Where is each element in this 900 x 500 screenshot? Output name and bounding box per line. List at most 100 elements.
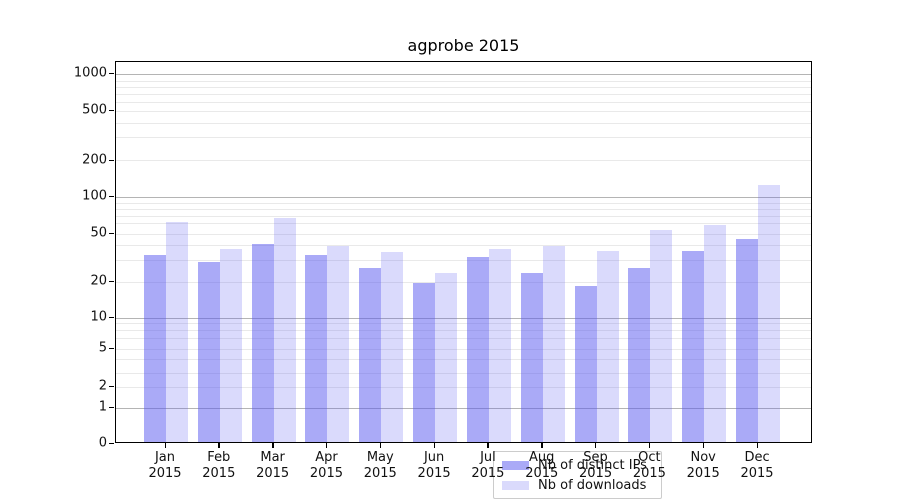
y-tick-mark (109, 195, 114, 197)
gridline-minor (116, 160, 811, 161)
bar-distinct-ips (251, 243, 274, 442)
bar-downloads (381, 252, 404, 442)
gridline-minor (116, 209, 811, 210)
bar-downloads (273, 217, 296, 442)
bar-distinct-ips (466, 257, 489, 442)
gridline-minor (116, 349, 811, 350)
bar-distinct-ips (359, 268, 382, 442)
x-tick-label: Apr 2015 (309, 450, 343, 481)
x-tick-label: Nov 2015 (686, 450, 720, 481)
y-tick-label: 50 (90, 225, 107, 241)
legend-label-downloads: Nb of downloads (538, 477, 647, 493)
gridline-minor (116, 234, 811, 235)
x-tick-mark (379, 443, 382, 448)
bar-distinct-ips (144, 255, 166, 442)
y-tick-label: 2 (98, 378, 107, 394)
y-tick-label: 0 (98, 435, 107, 451)
gridline-minor (116, 359, 811, 360)
x-tick-label: May 2015 (363, 450, 397, 481)
gridline-minor (116, 216, 811, 217)
gridline-minor (116, 223, 811, 224)
bar-downloads (488, 249, 511, 442)
gridline-minor (116, 330, 811, 331)
legend-row-distinct-ips: Nb of distinct IPs (502, 458, 653, 473)
bar-distinct-ips (305, 255, 328, 442)
y-tick-mark (109, 72, 114, 74)
bar-downloads (327, 246, 350, 442)
gridline-major (116, 408, 811, 409)
gridline-major (116, 74, 811, 75)
legend-row-downloads: Nb of downloads (502, 478, 653, 493)
y-tick-mark (109, 442, 114, 444)
bar-distinct-ips (736, 238, 759, 442)
bar-distinct-ips (520, 272, 543, 442)
x-tick-mark (648, 443, 651, 448)
bar-downloads (650, 229, 673, 442)
gridline-minor (116, 87, 811, 88)
gridline-minor (116, 282, 811, 283)
x-tick-mark (595, 443, 597, 448)
bar-distinct-ips (197, 262, 220, 442)
bar-distinct-ips (628, 268, 651, 442)
x-tick-mark (164, 443, 166, 448)
x-tick-mark (272, 443, 274, 448)
bar-downloads (596, 250, 619, 442)
legend-swatch-distinct-ips (502, 460, 529, 470)
gridline-minor (116, 203, 811, 204)
y-tick-label: 1000 (73, 65, 107, 81)
x-tick-mark (487, 443, 489, 448)
gridline-minor (116, 81, 811, 82)
x-tick-label: Jan 2015 (148, 450, 182, 481)
y-tick-mark (109, 109, 114, 111)
y-tick-mark (109, 406, 114, 408)
y-tick-mark (109, 347, 114, 349)
x-tick-label: Jul 2015 (471, 450, 505, 481)
y-tick-mark (109, 159, 114, 161)
y-tick-mark (109, 316, 114, 318)
x-tick-mark (218, 443, 220, 448)
gridline-minor (116, 245, 811, 246)
bar-downloads (435, 272, 458, 442)
x-tick-label: Oct 2015 (632, 450, 666, 481)
y-tick-label: 10 (90, 309, 107, 325)
legend-swatch-downloads (502, 480, 529, 490)
gridline-major (116, 318, 811, 319)
y-tick-mark (109, 385, 114, 387)
x-tick-label: Sep 2015 (579, 450, 613, 481)
x-tick-label: Mar 2015 (256, 450, 290, 481)
legend: Nb of distinct IPs Nb of downloads (493, 451, 662, 499)
gridline-minor (116, 102, 811, 103)
x-tick-label: Jun 2015 (417, 450, 451, 481)
bar-downloads (542, 246, 565, 442)
x-tick-label: Dec 2015 (740, 450, 774, 481)
y-tick-mark (109, 280, 114, 282)
y-tick-label: 100 (82, 188, 107, 204)
chart-title: agprobe 2015 (407, 36, 520, 55)
gridline-minor (116, 387, 811, 388)
gridline-minor (116, 338, 811, 339)
y-tick-label: 1 (98, 399, 107, 415)
x-tick-mark (702, 443, 705, 448)
x-tick-label: Aug 2015 (525, 450, 559, 481)
bar-downloads (758, 185, 781, 442)
x-tick-mark (433, 443, 435, 448)
bar-distinct-ips (413, 283, 436, 442)
y-tick-mark (109, 232, 114, 234)
bar-distinct-ips (682, 250, 705, 442)
y-tick-label: 20 (90, 273, 107, 289)
legend-label-distinct-ips: Nb of distinct IPs (538, 457, 647, 473)
y-tick-label: 200 (82, 152, 107, 168)
plot-area: Nb of distinct IPs Nb of downloads (115, 61, 812, 499)
gridline-minor (116, 94, 811, 95)
x-tick-mark (325, 443, 328, 448)
bar-distinct-ips (574, 285, 597, 442)
y-tick-label: 500 (82, 102, 107, 118)
gridline-minor (116, 137, 811, 138)
bar-downloads (704, 224, 727, 442)
y-tick-label: 5 (98, 340, 107, 356)
x-tick-label: Feb 2015 (202, 450, 236, 481)
bar-downloads (219, 249, 242, 442)
gridline-minor (116, 373, 811, 374)
gridline-major (116, 197, 811, 198)
